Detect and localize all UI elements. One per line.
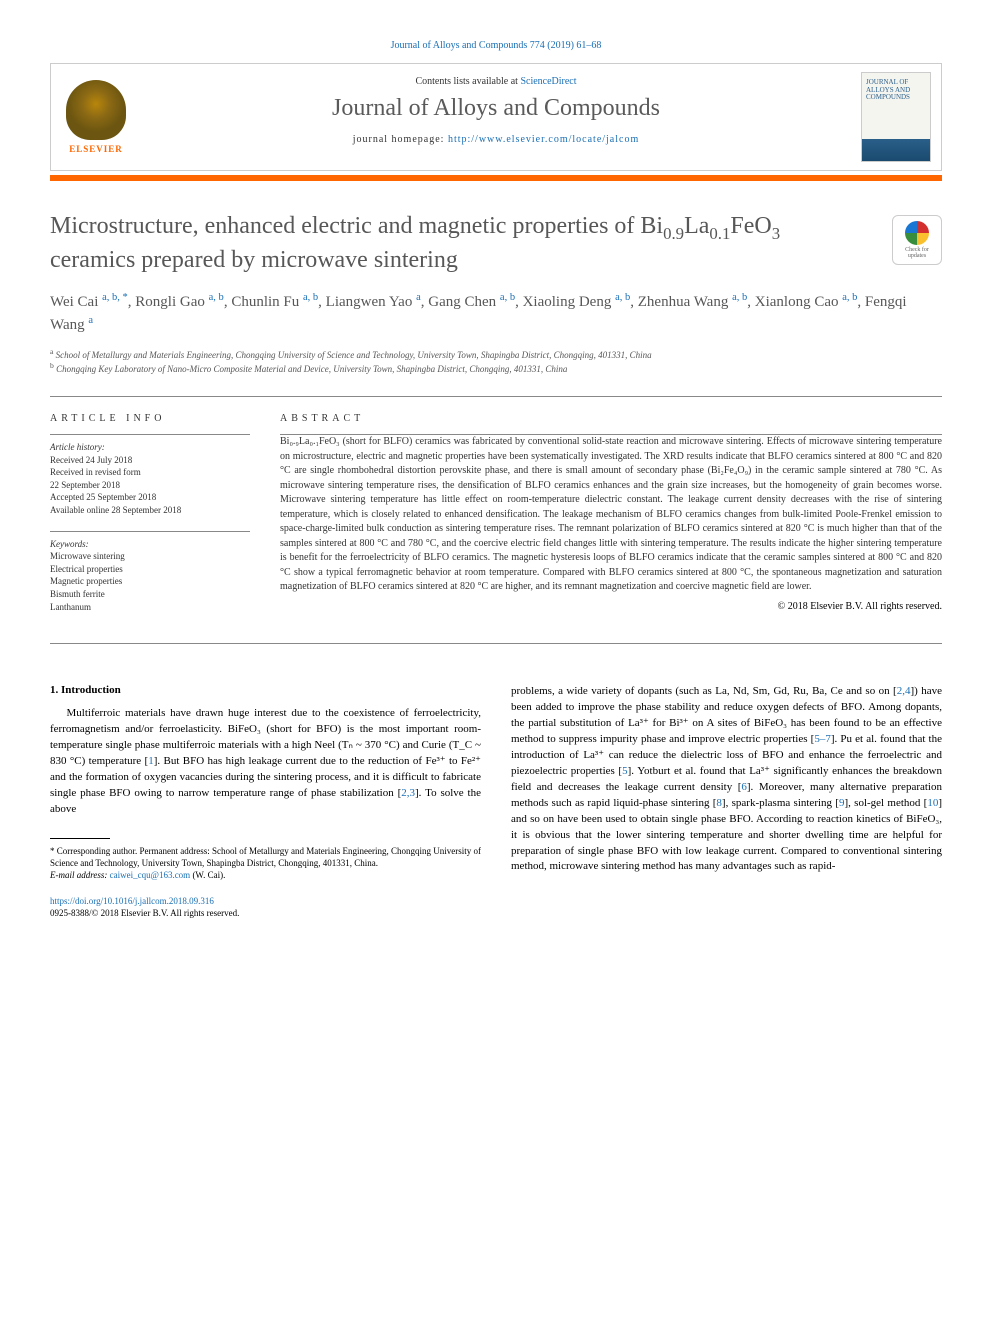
- keyword-item: Electrical properties: [50, 563, 250, 576]
- orange-divider: [50, 175, 942, 181]
- crossmark-icon: [905, 221, 929, 245]
- abstract-column: abstract Bi₀.₉La₀.₁FeO₃ (short for BLFO)…: [280, 413, 942, 627]
- keyword-item: Microwave sintering: [50, 550, 250, 563]
- article-title: Microstructure, enhanced electric and ma…: [50, 211, 942, 276]
- citation-link[interactable]: 2,3: [401, 787, 415, 799]
- citation-link[interactable]: 5–7: [814, 733, 831, 745]
- doi-block: https://doi.org/10.1016/j.jallcom.2018.0…: [50, 895, 481, 919]
- authors-list: Wei Cai a, b, *, Rongli Gao a, b, Chunli…: [50, 290, 942, 337]
- footnote-separator: [50, 838, 110, 839]
- keyword-item: Bismuth ferrite: [50, 588, 250, 601]
- journal-ref-link[interactable]: Journal of Alloys and Compounds 774 (201…: [391, 40, 602, 51]
- citation-link[interactable]: 9: [839, 797, 845, 809]
- citation-link[interactable]: 8: [716, 797, 722, 809]
- abstract-copyright: © 2018 Elsevier B.V. All rights reserved…: [280, 601, 942, 612]
- corresponding-author-footnote: * Corresponding author. Permanent addres…: [50, 845, 481, 881]
- header-center: Contents lists available at ScienceDirec…: [141, 64, 851, 170]
- elsevier-tree-icon: [66, 80, 126, 140]
- citation-link[interactable]: 1: [148, 755, 154, 767]
- abstract-text: Bi₀.₉La₀.₁FeO₃ (short for BLFO) ceramics…: [280, 435, 942, 595]
- elsevier-logo: ELSEVIER: [51, 64, 141, 170]
- keyword-item: Magnetic properties: [50, 575, 250, 588]
- body-columns: 1. Introduction Multiferroic materials h…: [50, 684, 942, 919]
- citation-link[interactable]: 10: [927, 797, 938, 809]
- homepage-link[interactable]: http://www.elsevier.com/locate/jalcom: [448, 134, 639, 145]
- journal-homepage: journal homepage: http://www.elsevier.co…: [153, 134, 839, 145]
- right-column: problems, a wide variety of dopants (suc…: [511, 684, 942, 919]
- article-info-label: article info: [50, 413, 250, 424]
- abstract-label: abstract: [280, 413, 942, 424]
- cover-thumbnail: JOURNAL OF ALLOYS AND COMPOUNDS: [861, 72, 931, 162]
- intro-heading: 1. Introduction: [50, 684, 481, 696]
- left-column: 1. Introduction Multiferroic materials h…: [50, 684, 481, 919]
- crossmark-badge[interactable]: Check for updates: [892, 215, 942, 265]
- doi-link[interactable]: https://doi.org/10.1016/j.jallcom.2018.0…: [50, 896, 214, 906]
- article-info-column: article info Article history: Received 2…: [50, 413, 250, 627]
- elsevier-label: ELSEVIER: [69, 144, 123, 154]
- intro-para-1: Multiferroic materials have drawn huge i…: [50, 706, 481, 818]
- citation-link[interactable]: 6: [741, 781, 747, 793]
- journal-header: ELSEVIER Contents lists available at Sci…: [50, 63, 942, 171]
- keywords-block: Keywords: Microwave sinteringElectrical …: [50, 531, 250, 614]
- sciencedirect-link[interactable]: ScienceDirect: [520, 76, 576, 87]
- article-history: Article history: Received 24 July 2018 R…: [50, 434, 250, 517]
- affiliations: a School of Metallurgy and Materials Eng…: [50, 347, 942, 376]
- journal-cover: JOURNAL OF ALLOYS AND COMPOUNDS: [851, 64, 941, 170]
- email-link[interactable]: caiwei_cqu@163.com: [110, 870, 191, 880]
- journal-name: Journal of Alloys and Compounds: [153, 95, 839, 122]
- journal-reference: Journal of Alloys and Compounds 774 (201…: [50, 40, 942, 51]
- citation-link[interactable]: 5: [622, 765, 628, 777]
- citation-link[interactable]: 2,4: [897, 685, 911, 697]
- contents-available: Contents lists available at ScienceDirec…: [153, 76, 839, 87]
- intro-para-2: problems, a wide variety of dopants (suc…: [511, 684, 942, 875]
- keyword-item: Lanthanum: [50, 601, 250, 614]
